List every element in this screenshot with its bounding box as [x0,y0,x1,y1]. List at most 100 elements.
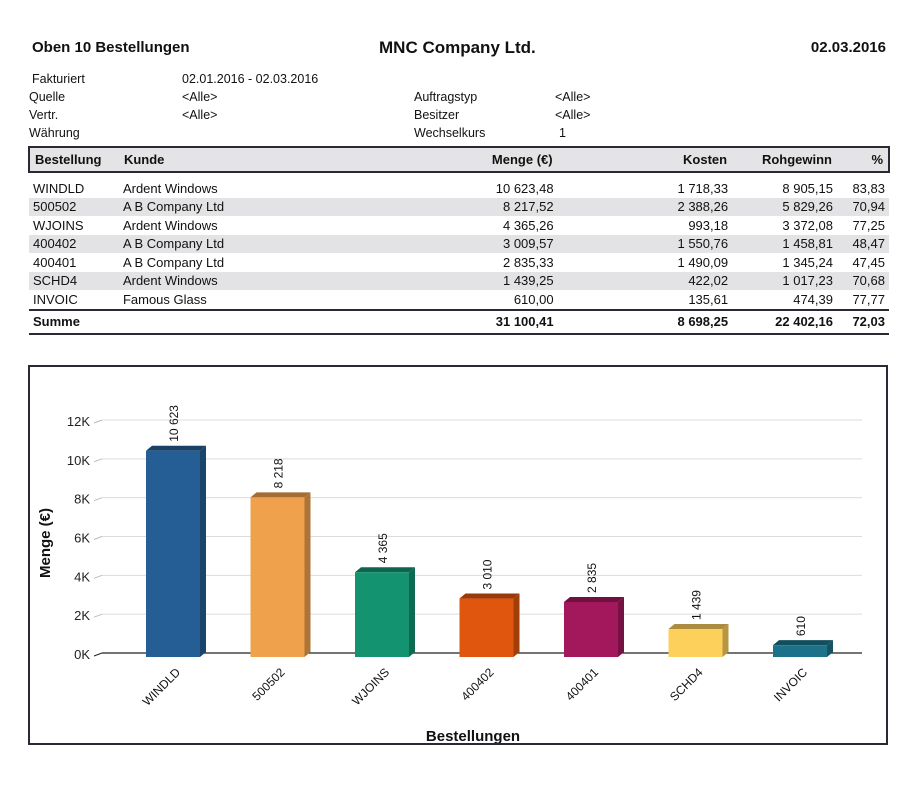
data-label: 1 439 [690,590,704,620]
column-header-cost[interactable]: Kosten [557,146,733,173]
cell-percent: 83,83 [852,180,885,196]
bar [146,450,200,657]
bar [668,629,723,657]
cell-percent: 47,45 [852,254,885,270]
cell-order: SCHD4 [29,271,119,290]
cell-percent: 70,68 [836,271,889,290]
cell-customer: A B Company Ltd [118,197,349,216]
table-total-row: Summe 31 100,41 8 698,25 22 402,16 72,03 [29,308,889,335]
cell-cost: 1 490,09 [677,254,729,270]
filter-label-owner: Besitzer [414,108,460,122]
bar [355,572,409,657]
report-title: Oben 10 Bestellungen [32,39,190,56]
bar [564,601,618,657]
x-axis-title: Bestellungen [426,728,520,743]
cell-amount: 3 009,57 [348,234,558,253]
bar-top [146,445,206,451]
bar-chart: 0K 2K 4K 6K 8K 10K 12K 10 623 WINDLD 8 218 500502 4… [37,405,862,745]
chart-frame: 0K 2K 4K 6K 8K 10K 12K 10 623 WINDLD 8 218 500502 4… [28,365,888,745]
x-tick-label: 500502 [249,665,287,703]
data-label: 610 [794,616,808,636]
cell-order: 400402 [29,234,119,253]
bar-top [668,624,729,630]
cell-order: 400401 [33,254,77,270]
orders-table: Bestellung Kunde Menge (€) Kosten Rohgew… [28,146,891,335]
filter-label-invoiced: Fakturiert [32,72,85,86]
bar-side [409,567,415,657]
cell-gross-profit: 5 829,26 [732,197,837,216]
cell-percent: 77,77 [852,291,885,307]
total-customer [118,308,349,335]
cell-customer: Famous Glass [122,291,207,307]
column-header-customer[interactable]: Kunde [118,146,349,173]
x-tick-label: 400402 [458,665,496,703]
data-label: 2 835 [585,563,599,593]
y-tick [93,497,103,502]
cell-order: WINDLD [33,180,85,196]
filter-label-order-type: Auftragstyp [414,90,478,104]
x-tick-label: WJOINS [349,665,392,708]
column-header-order[interactable]: Bestellung [28,146,119,173]
x-tick-label: SCHD4 [667,665,706,704]
y-tick-label: 0K [74,647,90,662]
cell-cost: 2 388,26 [557,197,733,216]
bar-side [722,624,729,657]
table-row[interactable]: 500502 A B Company Ltd 8 217,52 2 388,26 5 8… [29,197,889,216]
bar-side [618,596,624,657]
column-header-percent[interactable]: % [836,146,891,173]
y-tick [93,419,103,424]
cell-order: 500502 [29,197,119,216]
cell-order: WJOINS [33,217,84,233]
cell-cost: 993,18 [688,217,729,233]
bar-side [200,445,206,657]
cell-order: INVOIC [33,291,78,307]
cell-amount: 1 439,25 [348,271,558,290]
y-tick [93,613,103,618]
total-cost: 8 698,25 [557,308,733,335]
cell-gross-profit: 8 905,15 [782,180,833,196]
total-gross-profit: 22 402,16 [732,308,837,335]
cell-cost: 1 550,76 [557,234,733,253]
total-percent: 72,03 [836,308,889,335]
filter-value-source: <Alle> [182,90,218,104]
cell-amount: 4 365,26 [502,217,554,233]
table-row[interactable]: 400402 A B Company Ltd 3 009,57 1 550,76 1 4… [29,234,889,253]
data-label: 8 218 [272,458,286,488]
cell-customer: Ardent Windows [118,271,349,290]
table-row[interactable]: SCHD4 Ardent Windows 1 439,25 422,02 1 017,2… [29,271,889,290]
bar-top [564,596,624,602]
filter-value-sales-rep: <Alle> [182,108,218,122]
cell-gross-profit: 3 372,08 [782,217,833,233]
y-tick [93,536,103,540]
y-axis-title: Menge (€) [37,508,54,578]
table-row[interactable]: 400401 A B Company Ltd 2 835,33 1 490,09 1 3… [29,253,889,272]
table-row[interactable]: WJOINS Ardent Windows 4 365,26 993,18 3 372,… [29,216,889,235]
cell-gross-profit: 1 017,23 [732,271,837,290]
y-tick-label: 2K [74,608,90,623]
filter-label-currency: Währung [29,126,80,140]
y-tick [93,574,103,579]
x-tick-label: 400401 [563,665,601,703]
cell-percent: 48,47 [836,234,889,253]
filter-label-exchange-rate: Wechselkurs [414,126,486,140]
total-label: Summe [29,308,119,335]
filter-label-source: Quelle [29,90,66,104]
filter-value-order-type: <Alle> [555,90,591,104]
data-label: 3 010 [481,559,495,589]
cell-percent: 70,94 [836,197,889,216]
x-tick-label: WINDLD [140,665,184,709]
x-tick-label: INVOIC [771,665,810,704]
cell-customer: Ardent Windows [122,180,218,196]
y-tick [93,652,103,657]
bar-top [459,593,520,599]
bar-top [250,492,311,498]
table-header-row: Bestellung Kunde Menge (€) Kosten Rohgew… [28,146,891,173]
column-header-amount[interactable]: Menge (€) [348,146,558,173]
cell-amount: 2 835,33 [502,254,554,270]
bar-side [304,492,311,657]
table-row[interactable]: WINDLD Ardent Windows 10 623,48 1 718,33 8 9… [29,179,889,198]
table-row[interactable]: INVOIC Famous Glass 610,00 135,61 474,39 77,7… [29,290,889,310]
filter-label-sales-rep: Vertr. [29,108,59,122]
cell-gross-profit: 474,39 [793,291,833,307]
column-header-gross-profit[interactable]: Rohgewinn [732,146,837,173]
